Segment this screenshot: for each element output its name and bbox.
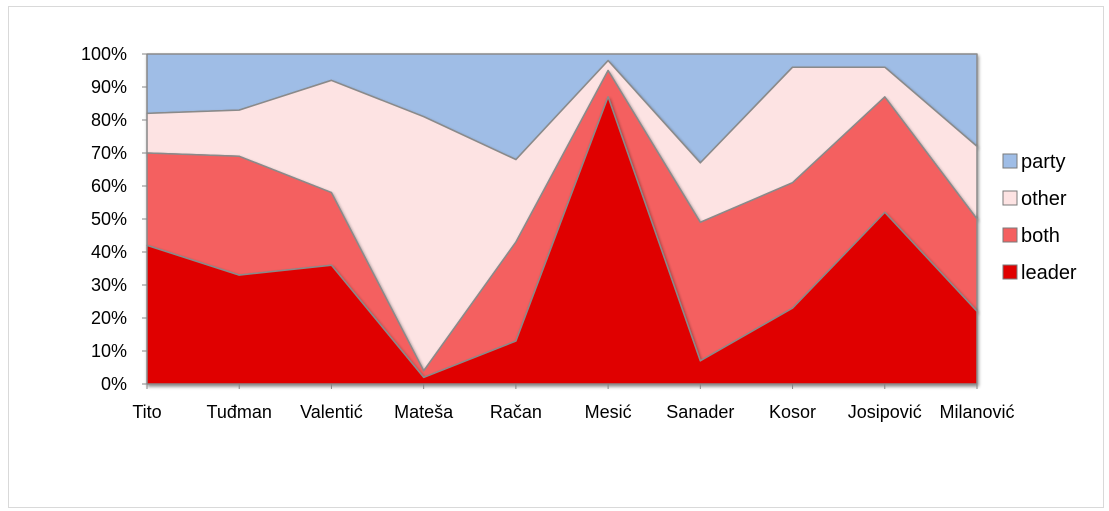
y-tick-label: 30% [91, 275, 127, 295]
legend-label-both: both [1021, 225, 1060, 247]
y-tick-label: 100% [81, 44, 127, 64]
y-tick-label: 20% [91, 308, 127, 328]
legend-swatch-leader [1003, 265, 1017, 279]
x-tick-label: Tuđman [207, 402, 272, 422]
legend-label-leader: leader [1021, 262, 1077, 284]
plot-area [147, 54, 977, 384]
x-tick-label: Mesić [585, 402, 632, 422]
legend-swatch-both [1003, 228, 1017, 242]
y-tick-label: 50% [91, 209, 127, 229]
x-tick-label: Mateša [394, 402, 454, 422]
y-tick-label: 0% [101, 374, 127, 394]
legend-label-other: other [1021, 188, 1067, 210]
legend-swatch-party [1003, 154, 1017, 168]
legend-label-party: party [1021, 151, 1065, 173]
y-tick-label: 90% [91, 77, 127, 97]
y-tick-label: 40% [91, 242, 127, 262]
y-tick-label: 10% [91, 341, 127, 361]
x-tick-label: Valentić [300, 402, 363, 422]
x-tick-label: Kosor [769, 402, 816, 422]
x-tick-label: Tito [132, 402, 161, 422]
x-axis: Tito Tuđman Valentić Mateša Račan Mesić Sanade… [132, 384, 1014, 422]
y-axis: 0% 10% 20% 30% 40% 50% 60% 70% 80% 90% 100% [81, 44, 147, 394]
y-tick-label: 70% [91, 143, 127, 163]
x-tick-label: Milanović [939, 402, 1014, 422]
x-tick-label: Sanader [666, 402, 734, 422]
y-tick-label: 80% [91, 110, 127, 130]
legend: party other both leader [1003, 151, 1077, 284]
x-tick-label: Josipović [848, 402, 922, 422]
y-tick-label: 60% [91, 176, 127, 196]
x-tick-label: Račan [490, 402, 542, 422]
legend-swatch-other [1003, 191, 1017, 205]
